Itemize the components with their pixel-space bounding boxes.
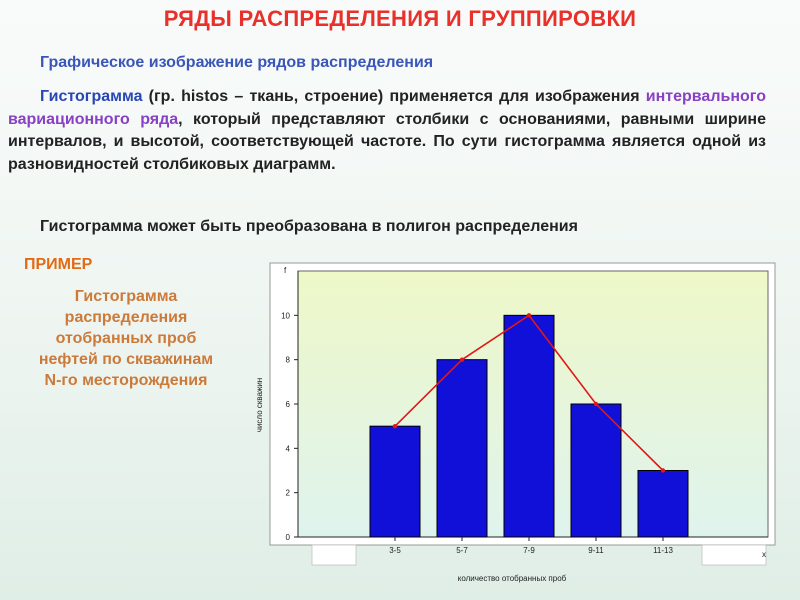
y-tick-label: 8 [286, 356, 291, 365]
histogram-bar [637, 470, 689, 538]
histogram-bar [503, 314, 555, 538]
y-tick-label: 2 [286, 489, 291, 498]
paragraph-part-1: (гр. histos – ткань, строение) применяет… [142, 88, 646, 105]
paragraph-part-2: , который представляют столбики с основа… [8, 110, 766, 173]
histogram-bar [369, 425, 421, 538]
histogram-bar [570, 403, 622, 538]
y-tick-label: 4 [286, 444, 291, 453]
x-tick-label: 9-11 [588, 546, 604, 555]
y-tick-label: 6 [286, 400, 291, 409]
term-histogram: Гистограмма [40, 88, 143, 105]
x-tick-label: 11-13 [653, 546, 673, 555]
polygon-note: Гистограмма может быть преобразована в п… [40, 218, 578, 235]
x-axis-symbol: x [762, 550, 766, 559]
y-tick-label: 10 [281, 311, 290, 320]
polygon-point [459, 357, 465, 362]
histogram-chart: f x число скважин количество отобранных … [255, 262, 776, 583]
section-subtitle: Графическое изображение рядов распределе… [40, 54, 434, 71]
term-interval-series: интервального вариационного ряда [8, 88, 766, 128]
x-label-box-left [311, 544, 357, 566]
polygon-point [593, 401, 599, 407]
polygon-point [660, 468, 666, 473]
x-tick-label: 7-9 [523, 546, 535, 555]
definition-paragraph: Гистограмма (гр. histos – ткань, строени… [8, 86, 766, 176]
polygon-point [526, 313, 532, 318]
x-tick-label: 5-7 [456, 546, 468, 555]
histogram-bar [436, 359, 488, 538]
y-tick-label: 0 [286, 533, 291, 542]
slide-title: РЯДЫ РАСПРЕДЕЛЕНИЯ И ГРУППИРОВКИ [163, 6, 637, 31]
x-tick-label: 3-5 [389, 546, 401, 555]
x-axis-label: количество отобранных проб [458, 574, 567, 583]
x-label-box-right [701, 544, 767, 566]
polygon-point [392, 423, 398, 429]
example-label: ПРИМЕР [24, 256, 93, 273]
y-axis-symbol: f [284, 266, 287, 275]
example-caption: Гистограмма распределения отобранных про… [38, 288, 214, 389]
y-axis-label: число скважин [255, 378, 264, 432]
